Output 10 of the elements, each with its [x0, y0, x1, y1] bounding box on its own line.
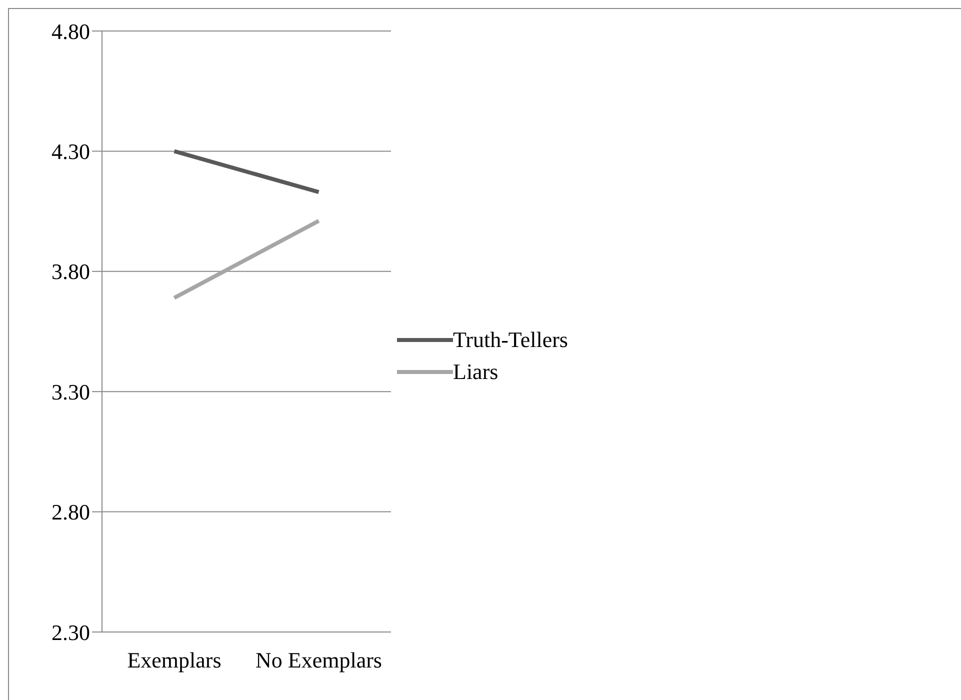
y-tick-label: 3.80 [52, 259, 90, 284]
y-tick-label: 4.30 [52, 139, 90, 164]
x-tick-label: No Exemplars [256, 648, 382, 673]
y-tick-label: 2.30 [52, 620, 90, 645]
y-tick-label: 4.80 [52, 18, 90, 44]
x-tick-label: Exemplars [127, 648, 222, 673]
y-tick-label: 2.80 [52, 500, 90, 525]
legend-label: Truth-Tellers [453, 326, 568, 352]
legend-label: Liars [453, 358, 498, 384]
y-tick-label: 3.30 [52, 379, 90, 404]
